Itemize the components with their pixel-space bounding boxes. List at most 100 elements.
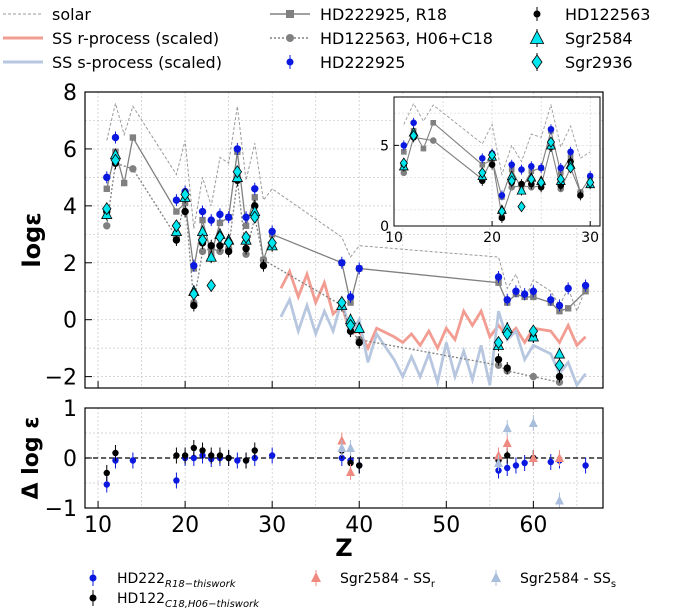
data-point bbox=[410, 119, 417, 127]
data-point bbox=[199, 216, 206, 224]
data-point bbox=[112, 449, 119, 457]
data-point bbox=[497, 205, 506, 218]
data-point bbox=[216, 452, 224, 459]
data-point bbox=[479, 161, 486, 168]
series-line bbox=[106, 162, 560, 383]
data-point bbox=[338, 259, 346, 267]
data-point bbox=[399, 157, 408, 169]
legend-label: Sgr2584 bbox=[565, 29, 633, 48]
data-point bbox=[250, 210, 260, 224]
data-point bbox=[554, 453, 564, 462]
data-point bbox=[521, 459, 528, 467]
data-point bbox=[241, 230, 251, 244]
data-point bbox=[494, 273, 503, 281]
ss-r-line bbox=[279, 267, 587, 352]
data-point bbox=[242, 457, 250, 464]
data-point bbox=[198, 207, 207, 216]
data-point bbox=[225, 454, 232, 462]
data-point bbox=[251, 194, 258, 201]
y-tick-label: 0 bbox=[63, 309, 77, 334]
data-point bbox=[216, 210, 224, 219]
data-point bbox=[504, 452, 511, 459]
data-point bbox=[347, 459, 354, 467]
legend-marker bbox=[89, 574, 97, 582]
inset-background bbox=[394, 97, 600, 226]
data-point bbox=[233, 145, 242, 153]
inset-y-tick-label: 0 bbox=[380, 219, 389, 235]
x-tick-label: 10 bbox=[84, 513, 112, 538]
data-point bbox=[129, 165, 137, 173]
data-point bbox=[110, 153, 121, 167]
data-point bbox=[234, 457, 241, 464]
y-tick-label: 0 bbox=[63, 447, 77, 472]
data-point bbox=[409, 129, 418, 142]
data-point bbox=[430, 120, 437, 126]
data-point bbox=[504, 464, 511, 472]
data-point bbox=[172, 196, 181, 204]
data-point bbox=[566, 162, 575, 174]
legend-top: solar SS r-process (scaled) SS s-process (… bbox=[3, 5, 650, 72]
inset-frame bbox=[393, 96, 601, 227]
data-point bbox=[555, 372, 564, 381]
data-point bbox=[208, 452, 215, 459]
data-point bbox=[547, 458, 554, 466]
data-point bbox=[401, 149, 407, 155]
data-point bbox=[180, 187, 190, 202]
data-point bbox=[173, 208, 180, 215]
data-point bbox=[103, 481, 110, 488]
x-tick-label: 60 bbox=[519, 513, 547, 538]
data-point bbox=[507, 175, 516, 187]
data-point bbox=[582, 462, 589, 469]
data-point bbox=[528, 418, 538, 427]
data-point bbox=[205, 250, 217, 262]
data-point bbox=[512, 462, 520, 469]
legend-marker bbox=[286, 10, 294, 18]
data-point bbox=[103, 173, 111, 182]
data-point bbox=[267, 236, 277, 250]
ss-s-line bbox=[279, 294, 587, 388]
data-point bbox=[529, 372, 538, 381]
data-point bbox=[356, 462, 363, 469]
data-point bbox=[527, 173, 536, 185]
data-point bbox=[586, 176, 595, 189]
legend-label: solar bbox=[52, 5, 91, 24]
data-point bbox=[555, 301, 564, 310]
data-point bbox=[420, 145, 427, 152]
data-point bbox=[529, 287, 538, 295]
legend-label: Sgr2584 - SSr bbox=[340, 571, 436, 590]
y-axis-label: Δ log ε bbox=[19, 417, 44, 500]
data-point bbox=[268, 227, 276, 236]
data-point bbox=[190, 454, 198, 462]
data-point bbox=[346, 467, 356, 476]
data-point bbox=[502, 438, 512, 447]
data-point bbox=[516, 184, 527, 195]
data-point bbox=[518, 166, 525, 173]
data-point bbox=[528, 453, 538, 462]
data-point bbox=[520, 290, 529, 298]
data-point bbox=[242, 244, 250, 253]
data-point bbox=[498, 192, 506, 199]
data-point bbox=[345, 318, 356, 332]
data-point bbox=[268, 452, 276, 459]
data-point bbox=[508, 161, 516, 169]
data-point bbox=[556, 173, 565, 185]
data-point bbox=[577, 192, 584, 199]
legend-marker bbox=[286, 58, 294, 66]
data-point bbox=[502, 423, 512, 432]
data-point bbox=[199, 447, 206, 454]
data-point bbox=[216, 219, 224, 227]
legend-label: HD122C18,H06−thiswork bbox=[117, 591, 260, 610]
legend-marker bbox=[286, 34, 294, 42]
data-point bbox=[223, 236, 234, 250]
data-point bbox=[198, 247, 207, 256]
legend-label: HD222925, R18 bbox=[320, 5, 447, 24]
data-point bbox=[207, 241, 215, 250]
data-point bbox=[242, 222, 250, 229]
data-point bbox=[494, 355, 503, 364]
plot-area bbox=[101, 103, 590, 388]
x-tick-label: 30 bbox=[258, 513, 286, 538]
x-axis-label: Z bbox=[335, 534, 352, 562]
data-point bbox=[493, 335, 504, 350]
legend-label: SS r-process (scaled) bbox=[52, 29, 219, 48]
